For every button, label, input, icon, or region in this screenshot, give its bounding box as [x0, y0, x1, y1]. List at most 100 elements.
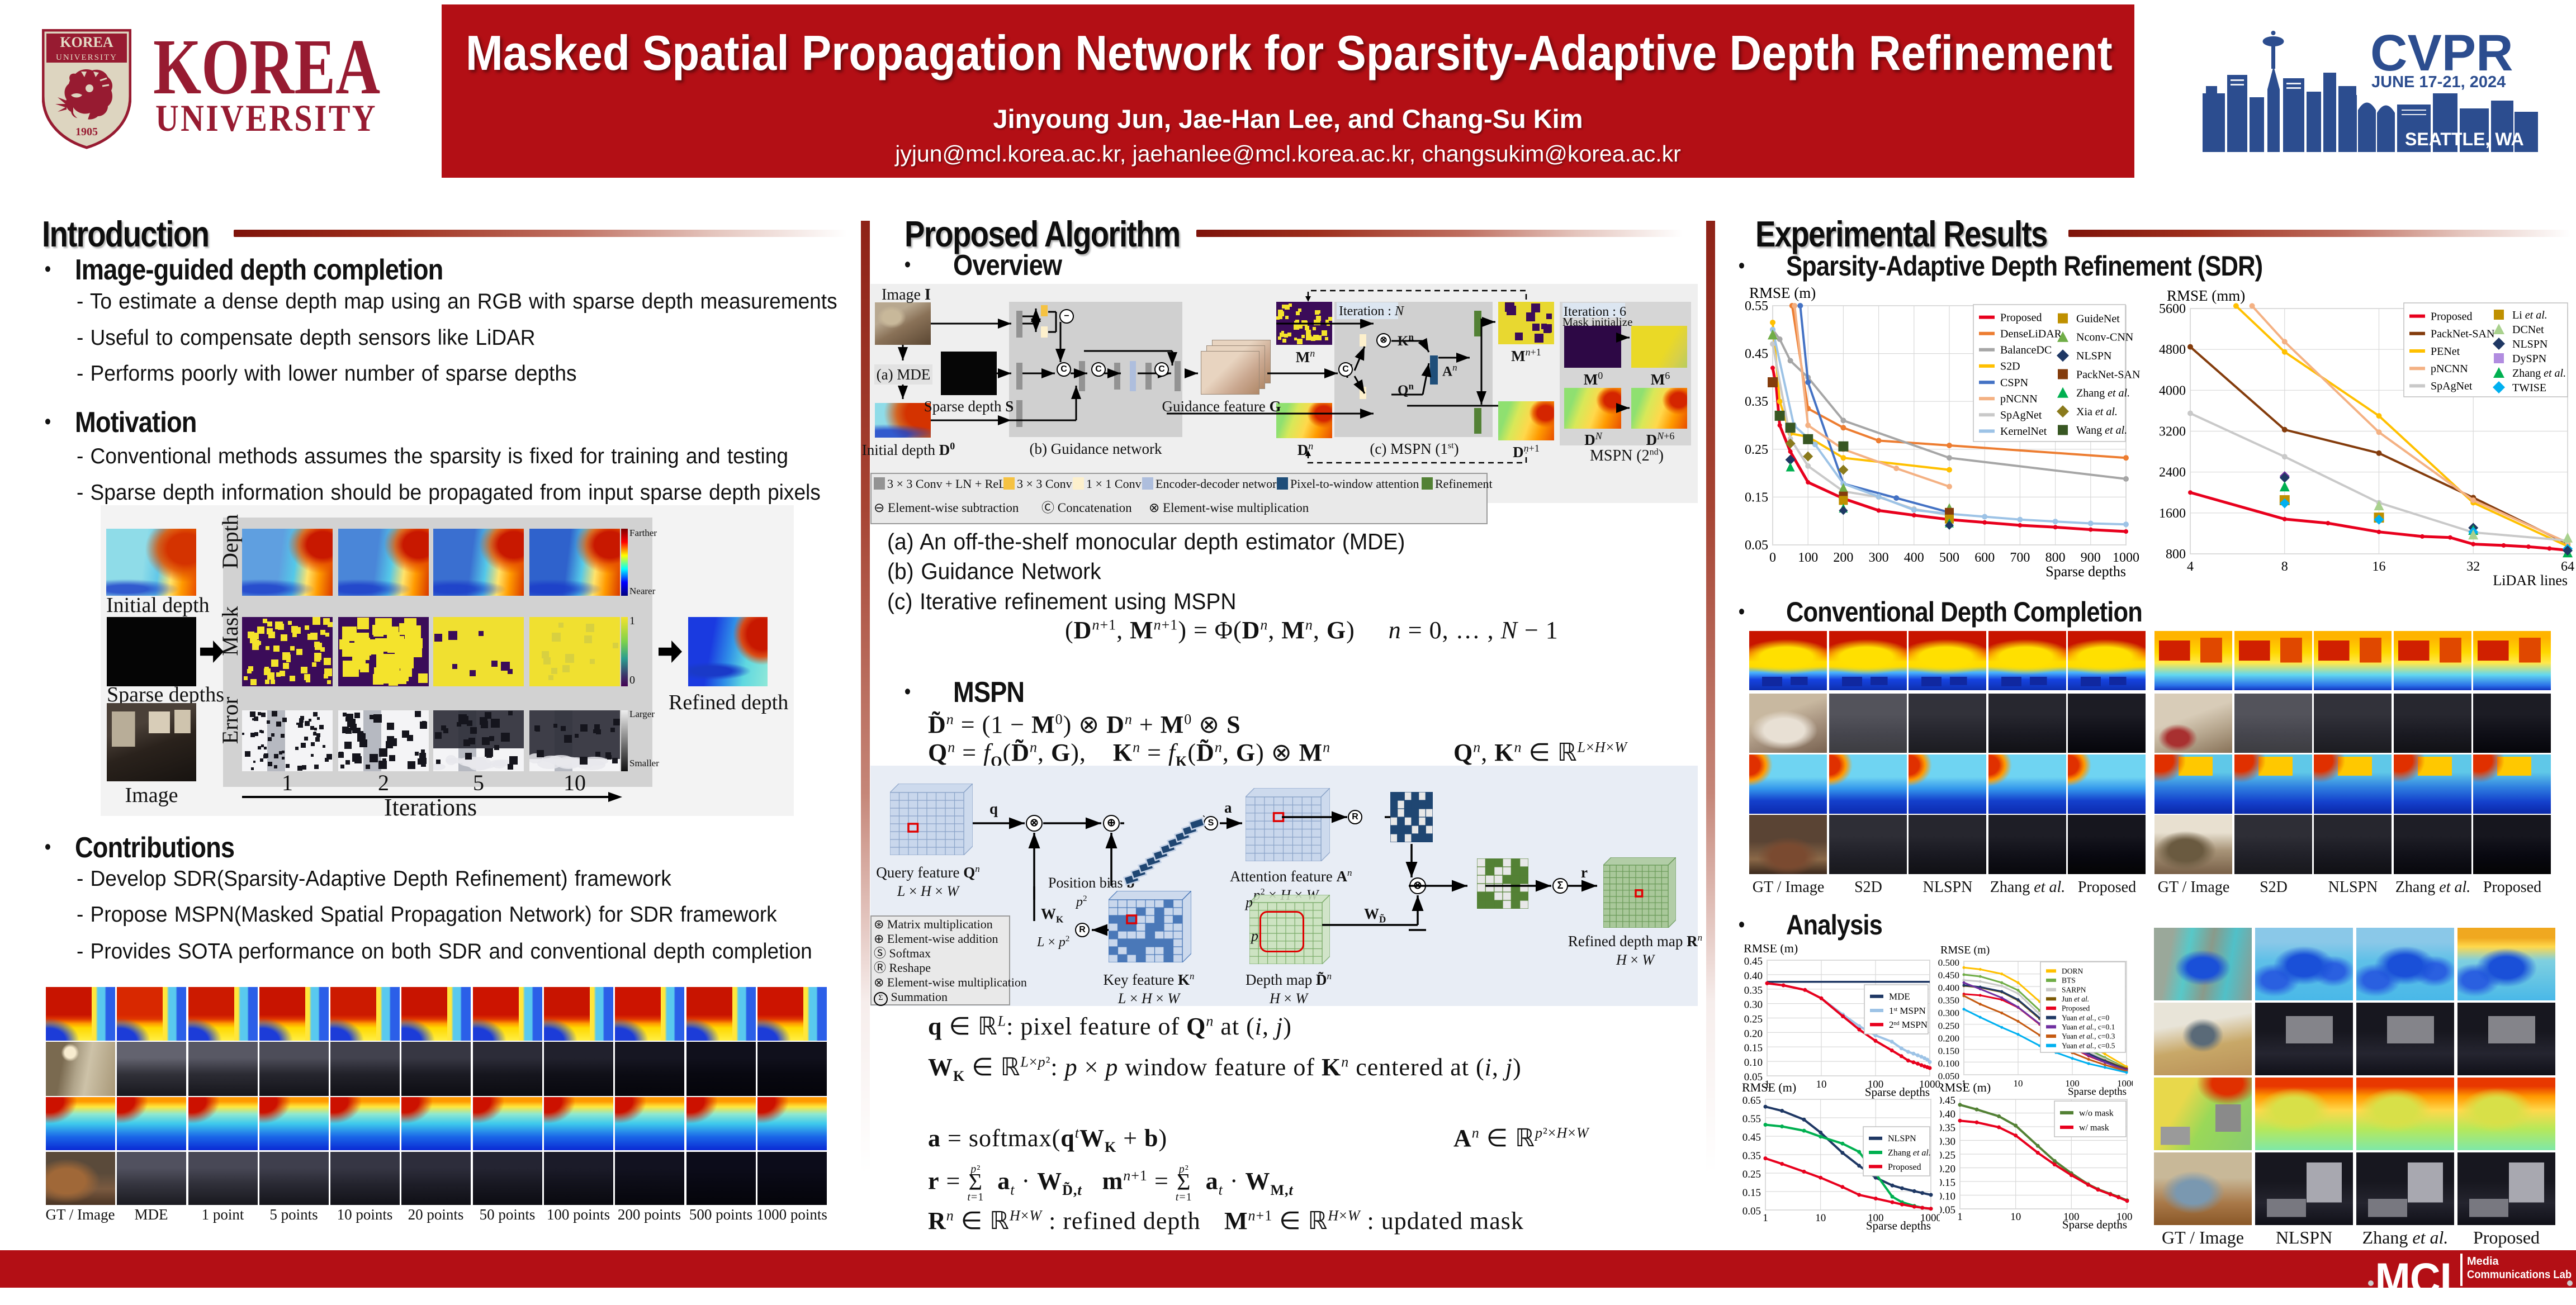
- svg-text:SpAgNet: SpAgNet: [2000, 409, 2042, 421]
- svg-text:Yuan et al., c=0.3: Yuan et al., c=0.3: [2062, 1032, 2115, 1041]
- svg-text:DySPN: DySPN: [2512, 353, 2546, 365]
- svg-text:0.15: 0.15: [1745, 490, 1768, 505]
- svg-text:1: 1: [1764, 1079, 1770, 1090]
- svg-text:BTS: BTS: [2062, 976, 2076, 985]
- svg-text:0.05: 0.05: [1745, 538, 1768, 553]
- svg-text:0.25: 0.25: [1742, 1169, 1761, 1180]
- svg-text:0.25: 0.25: [1744, 1014, 1763, 1026]
- svg-text:TWISE: TWISE: [2512, 382, 2546, 394]
- svg-text:800: 800: [2166, 547, 2186, 562]
- svg-text:JUNE 17-21, 2024: JUNE 17-21, 2024: [2371, 73, 2506, 91]
- svg-text:0.45: 0.45: [1742, 1132, 1761, 1143]
- svg-text:1600: 1600: [2159, 506, 2186, 521]
- svg-text:0.400: 0.400: [1938, 983, 1959, 993]
- svg-text:0.15: 0.15: [1742, 1187, 1761, 1199]
- svg-text:1000: 1000: [2117, 1078, 2133, 1089]
- svg-text:0.05: 0.05: [1940, 1204, 1955, 1216]
- svg-text:1000: 1000: [1920, 1212, 1940, 1224]
- svg-text:PackNet-SAN: PackNet-SAN: [2431, 328, 2494, 340]
- svg-text:RMSE (m): RMSE (m): [1940, 945, 1990, 956]
- svg-text:Proposed: Proposed: [1888, 1162, 1921, 1172]
- svg-text:3200: 3200: [2159, 425, 2186, 439]
- svg-text:RMSE (m): RMSE (m): [1940, 1083, 1991, 1094]
- svg-text:S2D: S2D: [2000, 360, 2020, 373]
- svg-text:0.05: 0.05: [1744, 1071, 1763, 1083]
- svg-text:RMSE (mm): RMSE (mm): [2167, 287, 2245, 304]
- svg-text:0.35: 0.35: [1742, 1150, 1761, 1162]
- svg-text:200: 200: [1833, 551, 1853, 565]
- svg-text:0.300: 0.300: [1938, 1008, 1959, 1018]
- svg-text:DenseLiDAR: DenseLiDAR: [2000, 328, 2062, 340]
- svg-text:0.15: 0.15: [1744, 1042, 1763, 1054]
- svg-text:Yuan et al., c=0.1: Yuan et al., c=0.1: [2062, 1023, 2115, 1031]
- svg-text:10: 10: [1815, 1212, 1826, 1224]
- svg-text:Yuan et al., c=0.5: Yuan et al., c=0.5: [2062, 1041, 2115, 1050]
- svg-text:CVPR: CVPR: [2370, 25, 2513, 82]
- svg-text:0.20: 0.20: [1940, 1164, 1955, 1175]
- svg-text:1000: 1000: [2116, 1211, 2133, 1223]
- svg-text:DORN: DORN: [2062, 967, 2083, 975]
- svg-text:Sparse depths: Sparse depths: [1865, 1085, 1930, 1099]
- svg-text:1: 1: [1962, 1078, 1967, 1089]
- svg-text:1000: 1000: [2113, 551, 2139, 565]
- svg-text:100: 100: [1798, 551, 1818, 565]
- svg-text:Proposed: Proposed: [2431, 310, 2472, 322]
- svg-text:0.40: 0.40: [1744, 970, 1763, 982]
- svg-text:Sparse depths: Sparse depths: [2068, 1086, 2127, 1098]
- svg-text:DCNet: DCNet: [2512, 324, 2544, 336]
- svg-text:Sparse depths: Sparse depths: [2045, 563, 2126, 580]
- svg-text:0.55: 0.55: [1745, 299, 1768, 314]
- svg-text:0.10: 0.10: [1744, 1057, 1763, 1069]
- svg-text:Sparse depths: Sparse depths: [1866, 1219, 1931, 1232]
- svg-text:0.050: 0.050: [1938, 1071, 1959, 1081]
- svg-text:10: 10: [2014, 1078, 2023, 1089]
- svg-text:0: 0: [1769, 551, 1776, 565]
- svg-text:0.200: 0.200: [1938, 1033, 1959, 1043]
- svg-text:4: 4: [2187, 559, 2194, 574]
- svg-text:500: 500: [1939, 551, 1959, 565]
- svg-text:MDE: MDE: [1889, 991, 1910, 1002]
- svg-text:0.30: 0.30: [1744, 999, 1763, 1011]
- svg-text:8: 8: [2281, 559, 2288, 574]
- svg-text:0.350: 0.350: [1938, 995, 1959, 1006]
- svg-text:0.55: 0.55: [1742, 1113, 1761, 1125]
- svg-text:16: 16: [2373, 559, 2386, 574]
- svg-text:0.500: 0.500: [1938, 957, 1959, 968]
- svg-text:0.150: 0.150: [1938, 1046, 1959, 1056]
- svg-text:0.10: 0.10: [1940, 1191, 1955, 1203]
- svg-text:UNIVERSITY: UNIVERSITY: [56, 53, 117, 62]
- svg-text:0.45: 0.45: [1940, 1095, 1955, 1107]
- svg-text:Proposed: Proposed: [2062, 1004, 2090, 1013]
- svg-text:Nconv-CNN: Nconv-CNN: [2076, 331, 2133, 344]
- svg-text:0.05: 0.05: [1742, 1206, 1761, 1217]
- svg-text:Sparse depths: Sparse depths: [2062, 1218, 2127, 1231]
- svg-text:32: 32: [2466, 559, 2480, 574]
- svg-text:Proposed: Proposed: [2000, 311, 2042, 324]
- svg-text:5600: 5600: [2159, 302, 2186, 316]
- svg-text:300: 300: [1869, 551, 1889, 565]
- svg-text:1: 1: [1763, 1212, 1768, 1224]
- svg-text:Wang et al.: Wang et al.: [2076, 424, 2127, 436]
- svg-text:0.40: 0.40: [1940, 1109, 1955, 1121]
- svg-text:100: 100: [1868, 1212, 1884, 1224]
- svg-text:1905: 1905: [75, 126, 98, 138]
- svg-text:1000: 1000: [1919, 1079, 1940, 1090]
- svg-text:w/ mask: w/ mask: [2079, 1123, 2109, 1132]
- svg-text:Yuan et al., c=0: Yuan et al., c=0: [2062, 1013, 2109, 1022]
- svg-text:Jun et al.: Jun et al.: [2062, 995, 2089, 1003]
- svg-text:0.35: 0.35: [1940, 1122, 1955, 1134]
- svg-text:0.100: 0.100: [1938, 1058, 1959, 1069]
- svg-text:KOREA: KOREA: [60, 34, 113, 50]
- svg-text:0.25: 0.25: [1745, 443, 1768, 457]
- svg-text:0.20: 0.20: [1744, 1028, 1763, 1040]
- svg-text:0.15: 0.15: [1940, 1177, 1955, 1189]
- svg-text:0.45: 0.45: [1745, 347, 1768, 362]
- svg-text:0.65: 0.65: [1742, 1095, 1761, 1107]
- svg-text:4800: 4800: [2159, 343, 2186, 357]
- svg-text:0.45: 0.45: [1744, 956, 1763, 967]
- svg-text:BalanceDC: BalanceDC: [2000, 344, 2052, 357]
- svg-text:pNCNN: pNCNN: [2431, 363, 2468, 375]
- svg-text:NLSPN: NLSPN: [2512, 338, 2547, 350]
- svg-text:1st MSPN: 1st MSPN: [1889, 1005, 1926, 1016]
- svg-text:Xia et al.: Xia et al.: [2076, 406, 2118, 418]
